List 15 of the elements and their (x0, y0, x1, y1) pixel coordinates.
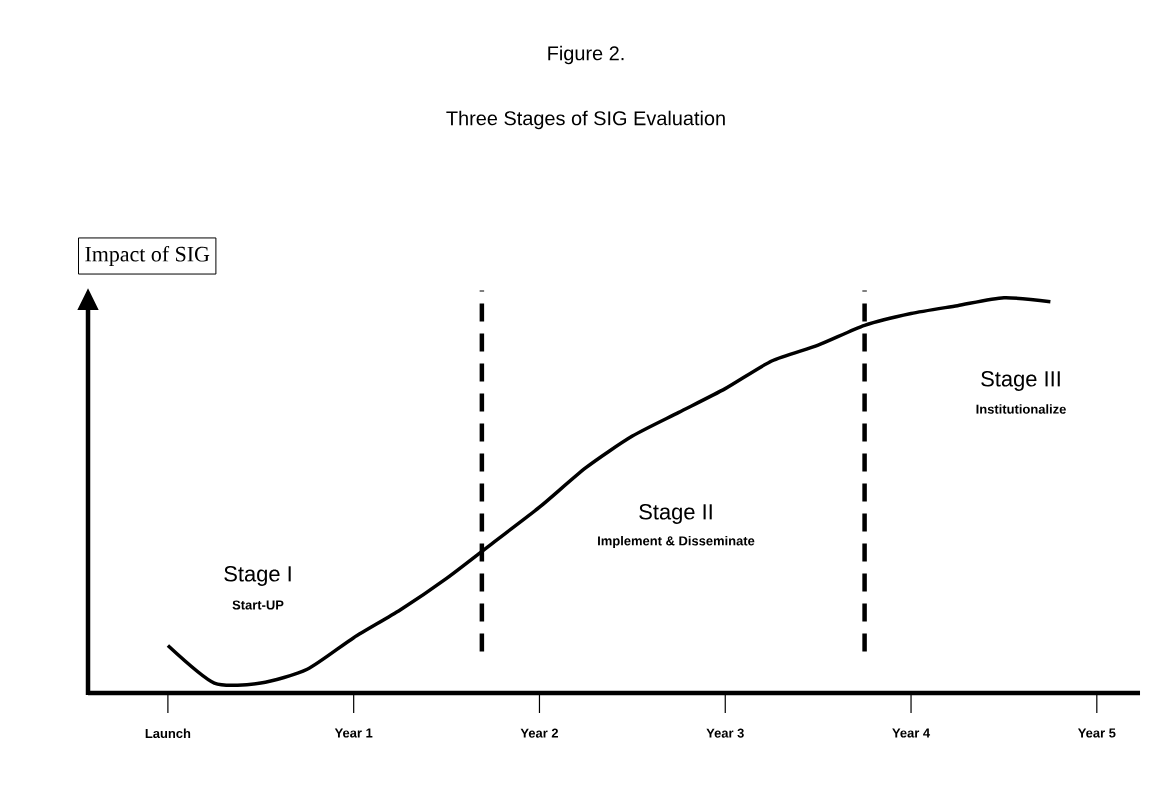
x-tick-label: Year 5 (1077, 728, 1116, 738)
x-tick-label: Year 1 (334, 728, 373, 738)
x-tick-label: Year 3 (706, 728, 744, 738)
chart-subtitle: Three Stages of SIG Evaluation (446, 110, 725, 130)
x-tick-label: Year 4 (892, 728, 931, 738)
chart-title: Figure 2. (548, 45, 624, 65)
x-tick-label: Year 2 (520, 728, 559, 738)
annotation: Implement & Disseminate (598, 535, 755, 549)
annotation: Stage III (981, 371, 1060, 391)
annotation: Stage I (224, 566, 291, 586)
y-axis-title: Impact of SIG (85, 245, 210, 267)
x-tick-label: Launch (145, 728, 191, 739)
annotation: Start-UP (232, 600, 284, 610)
annotation: Institutionalize (976, 404, 1066, 414)
annotation: Stage II (639, 504, 712, 524)
